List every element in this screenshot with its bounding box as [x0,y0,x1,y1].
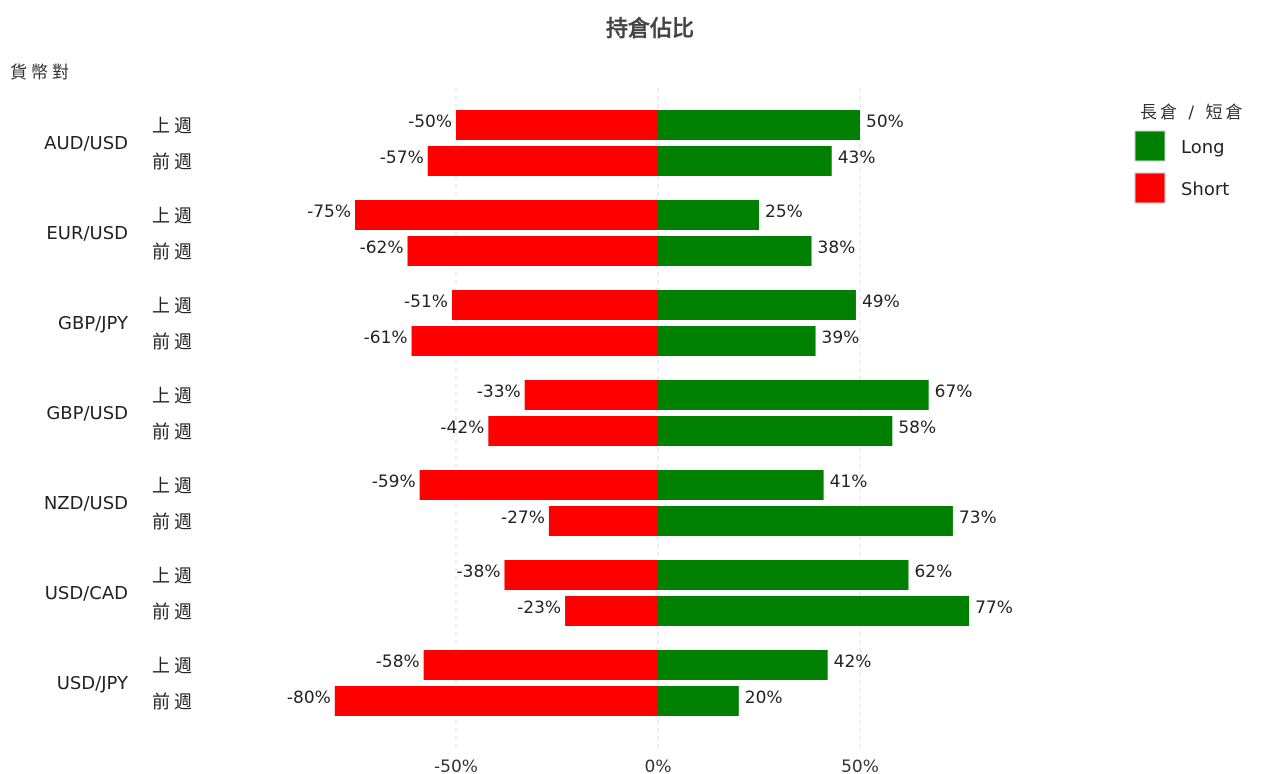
short-data-label: -59% [372,472,416,492]
short-bar [334,686,658,716]
short-data-label: -57% [380,148,424,168]
legend: 長倉 / 短倉 Long Short [1134,103,1246,204]
x-tick-label: -50% [434,757,478,774]
short-bar [407,236,658,266]
category-label: AUD/USD [44,133,128,154]
x-tick-label: 50% [841,757,879,774]
sub-category-label: 前週 [152,422,196,443]
category-label: USD/CAD [45,583,128,604]
sub-category-label: 上週 [152,386,196,407]
long-data-label: 41% [830,472,868,492]
long-bar [658,200,759,230]
category-label: GBP/JPY [58,313,129,334]
short-bar [355,200,658,230]
sub-category-label: 前週 [152,692,196,713]
short-bar [565,596,658,626]
short-data-label: -23% [517,598,561,618]
long-bar [658,560,909,590]
legend-label: Long [1181,137,1225,158]
short-data-label: -27% [501,508,545,528]
short-bar [419,470,658,500]
long-data-label: 62% [914,562,952,582]
long-data-label: 42% [834,652,872,672]
long-data-label: 50% [866,112,904,132]
long-bar [658,110,860,140]
short-data-label: -38% [457,562,501,582]
short-bar [423,650,658,680]
long-bar [658,470,824,500]
sub-category-label: 上週 [152,206,196,227]
sub-category-label: 前週 [152,152,196,173]
long-data-label: 77% [975,598,1013,618]
category-label: EUR/USD [46,223,128,244]
chart-title: 持倉佔比 [606,16,694,42]
long-bar [658,650,828,680]
sub-category-label: 上週 [152,116,196,137]
short-bar [451,290,658,320]
short-bar [504,560,658,590]
x-axis-ticks: -50% 0% 50% [434,757,879,774]
long-data-label: 39% [822,328,860,348]
sub-category-label: 上週 [152,296,196,317]
legend-swatch [1134,172,1166,204]
sub-category-label: 前週 [152,602,196,623]
short-data-label: -33% [477,382,521,402]
short-bar [548,506,658,536]
long-bar [658,686,739,716]
short-data-label: -51% [404,292,448,312]
legend-swatch [1134,130,1166,162]
long-data-label: 25% [765,202,803,222]
sub-category-label: 上週 [152,476,196,497]
long-bar [658,506,953,536]
legend-title: 長倉 / 短倉 [1140,103,1246,123]
short-data-label: -61% [364,328,408,348]
long-bar [658,146,832,176]
category-label: NZD/USD [44,493,128,514]
sub-category-label: 前週 [152,332,196,353]
short-data-label: -75% [307,202,351,222]
sub-category-label: 前週 [152,242,196,263]
long-data-label: 73% [959,508,997,528]
long-bar [658,326,816,356]
y-axis-title: 貨幣對 [10,63,73,83]
bars [334,110,970,716]
long-data-label: 38% [818,238,856,258]
short-bar [488,416,658,446]
short-bar [411,326,658,356]
long-bar [658,290,856,320]
short-data-label: -58% [376,652,420,672]
sub-category-label: 上週 [152,656,196,677]
long-bar [658,596,970,626]
long-bar [658,236,812,266]
long-data-label: 43% [838,148,876,168]
long-bar [658,416,893,446]
long-bar [658,380,929,410]
short-data-label: -42% [440,418,484,438]
short-data-label: -80% [287,688,331,708]
long-data-label: 67% [935,382,973,402]
long-data-label: 58% [898,418,936,438]
legend-label: Short [1181,179,1229,200]
long-data-label: 20% [745,688,783,708]
long-data-label: 49% [862,292,900,312]
short-bar [456,110,658,140]
sub-category-label: 上週 [152,566,196,587]
category-label: USD/JPY [57,673,129,694]
short-bar [524,380,658,410]
short-data-label: -50% [408,112,452,132]
short-bar [427,146,658,176]
short-data-label: -62% [360,238,404,258]
sub-category-label: 前週 [152,512,196,533]
x-tick-label: 0% [645,757,672,774]
category-label: GBP/USD [46,403,128,424]
labels: AUD/USD 上週 -50% 50% 前週 -57% 43% EUR/USD 上週 -75% 25… [44,112,1013,713]
